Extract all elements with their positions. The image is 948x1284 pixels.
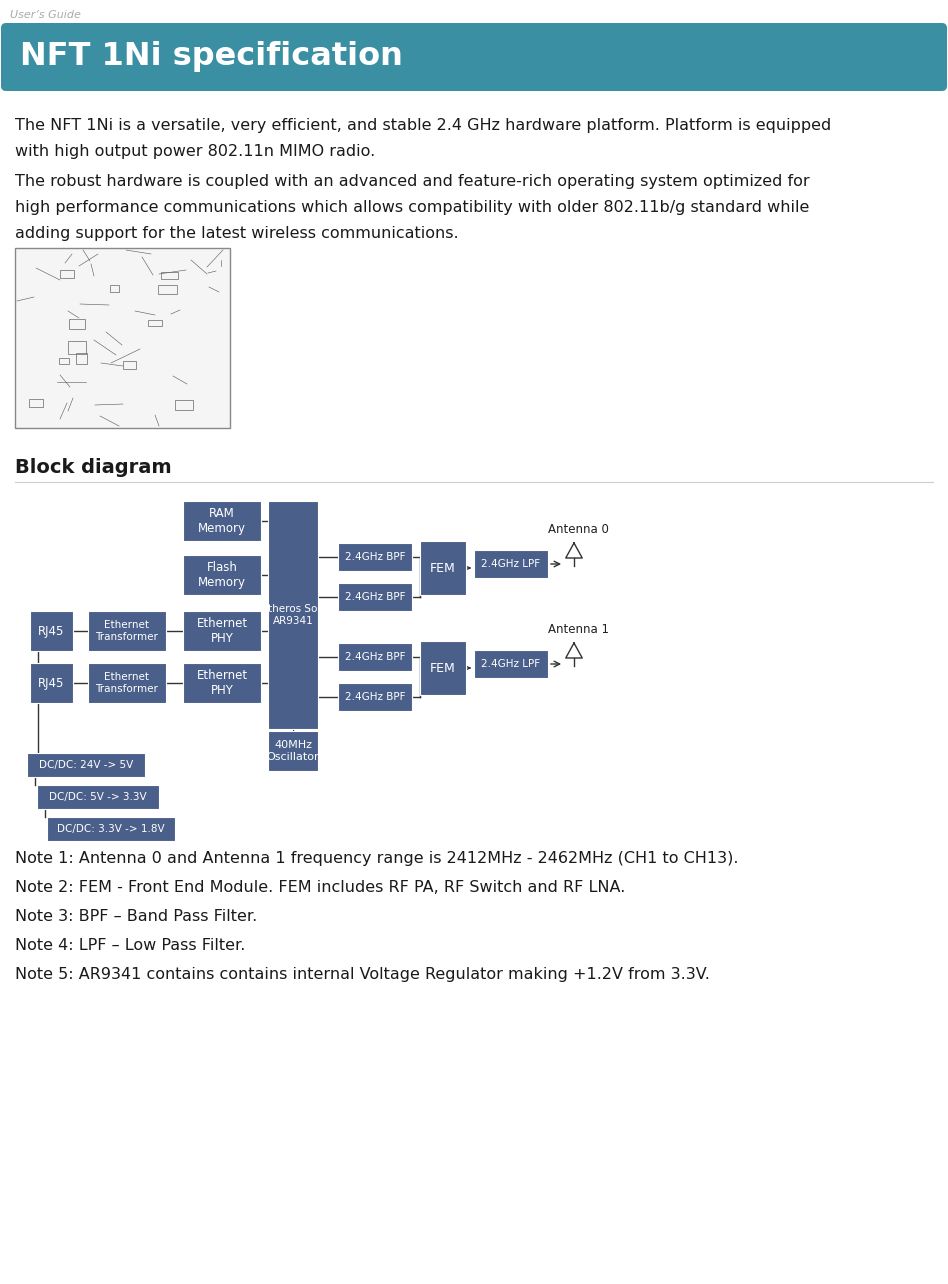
Text: 2.4GHz BPF: 2.4GHz BPF xyxy=(345,652,405,663)
Text: Ethernet
Transformer: Ethernet Transformer xyxy=(96,620,158,642)
FancyBboxPatch shape xyxy=(338,543,412,571)
Text: Note 4: LPF – Low Pass Filter.: Note 4: LPF – Low Pass Filter. xyxy=(15,939,246,953)
Text: RJ45: RJ45 xyxy=(38,624,64,637)
Text: Antenna 0: Antenna 0 xyxy=(548,523,609,535)
Text: high performance communications which allows compatibility with older 802.11b/g : high performance communications which al… xyxy=(15,200,810,214)
Text: User’s Guide: User’s Guide xyxy=(10,10,81,21)
FancyBboxPatch shape xyxy=(183,555,261,594)
FancyBboxPatch shape xyxy=(338,683,412,711)
Text: FEM: FEM xyxy=(430,561,456,574)
Text: Note 3: BPF – Band Pass Filter.: Note 3: BPF – Band Pass Filter. xyxy=(15,909,257,924)
Text: with high output power 802.11n MIMO radio.: with high output power 802.11n MIMO radi… xyxy=(15,144,375,159)
FancyBboxPatch shape xyxy=(474,550,548,578)
FancyBboxPatch shape xyxy=(268,501,318,729)
Text: adding support for the latest wireless communications.: adding support for the latest wireless c… xyxy=(15,226,459,241)
FancyBboxPatch shape xyxy=(183,611,261,651)
Text: FEM: FEM xyxy=(430,661,456,674)
Text: Ethernet
PHY: Ethernet PHY xyxy=(196,618,247,645)
Text: NFT 1Ni specification: NFT 1Ni specification xyxy=(20,41,403,72)
Text: Block diagram: Block diagram xyxy=(15,458,172,476)
FancyBboxPatch shape xyxy=(47,817,175,841)
Text: 2.4GHz BPF: 2.4GHz BPF xyxy=(345,552,405,562)
Text: DC/DC: 24V -> 5V: DC/DC: 24V -> 5V xyxy=(39,760,133,770)
FancyBboxPatch shape xyxy=(30,611,73,651)
FancyBboxPatch shape xyxy=(420,541,466,594)
Text: 2.4GHz BPF: 2.4GHz BPF xyxy=(345,692,405,702)
Text: The NFT 1Ni is a versatile, very efficient, and stable 2.4 GHz hardware platform: The NFT 1Ni is a versatile, very efficie… xyxy=(15,118,831,134)
FancyBboxPatch shape xyxy=(338,643,412,672)
FancyBboxPatch shape xyxy=(183,663,261,704)
Text: 40MHz
Oscillator: 40MHz Oscillator xyxy=(266,740,319,761)
Text: Flash
Memory: Flash Memory xyxy=(198,561,246,589)
FancyBboxPatch shape xyxy=(27,752,145,777)
Text: DC/DC: 3.3V -> 1.8V: DC/DC: 3.3V -> 1.8V xyxy=(57,824,165,835)
FancyBboxPatch shape xyxy=(37,785,159,809)
Text: Ethernet
PHY: Ethernet PHY xyxy=(196,669,247,697)
FancyBboxPatch shape xyxy=(88,611,166,651)
Text: Note 1: Antenna 0 and Antenna 1 frequency range is 2412MHz - 2462MHz (CH1 to CH1: Note 1: Antenna 0 and Antenna 1 frequenc… xyxy=(15,851,738,865)
FancyBboxPatch shape xyxy=(268,731,318,770)
Text: The robust hardware is coupled with an advanced and feature-rich operating syste: The robust hardware is coupled with an a… xyxy=(15,175,810,189)
FancyBboxPatch shape xyxy=(15,248,230,428)
Text: RAM
Memory: RAM Memory xyxy=(198,507,246,535)
FancyBboxPatch shape xyxy=(474,650,548,678)
FancyBboxPatch shape xyxy=(338,583,412,611)
FancyBboxPatch shape xyxy=(30,663,73,704)
Text: 2.4GHz BPF: 2.4GHz BPF xyxy=(345,592,405,602)
Text: DC/DC: 5V -> 3.3V: DC/DC: 5V -> 3.3V xyxy=(49,792,147,802)
Text: Atheros SoC
AR9341: Atheros SoC AR9341 xyxy=(261,605,325,625)
Text: RJ45: RJ45 xyxy=(38,677,64,690)
Text: Antenna 1: Antenna 1 xyxy=(548,623,609,636)
FancyBboxPatch shape xyxy=(183,501,261,541)
Text: 2.4GHz LPF: 2.4GHz LPF xyxy=(482,559,540,569)
Text: Note 5: AR9341 contains contains internal Voltage Regulator making +1.2V from 3.: Note 5: AR9341 contains contains interna… xyxy=(15,967,710,982)
Text: Note 2: FEM - Front End Module. FEM includes RF PA, RF Switch and RF LNA.: Note 2: FEM - Front End Module. FEM incl… xyxy=(15,880,626,895)
Text: Ethernet
Transformer: Ethernet Transformer xyxy=(96,673,158,693)
Text: 2.4GHz LPF: 2.4GHz LPF xyxy=(482,659,540,669)
FancyBboxPatch shape xyxy=(1,23,947,91)
FancyBboxPatch shape xyxy=(88,663,166,704)
FancyBboxPatch shape xyxy=(420,641,466,695)
